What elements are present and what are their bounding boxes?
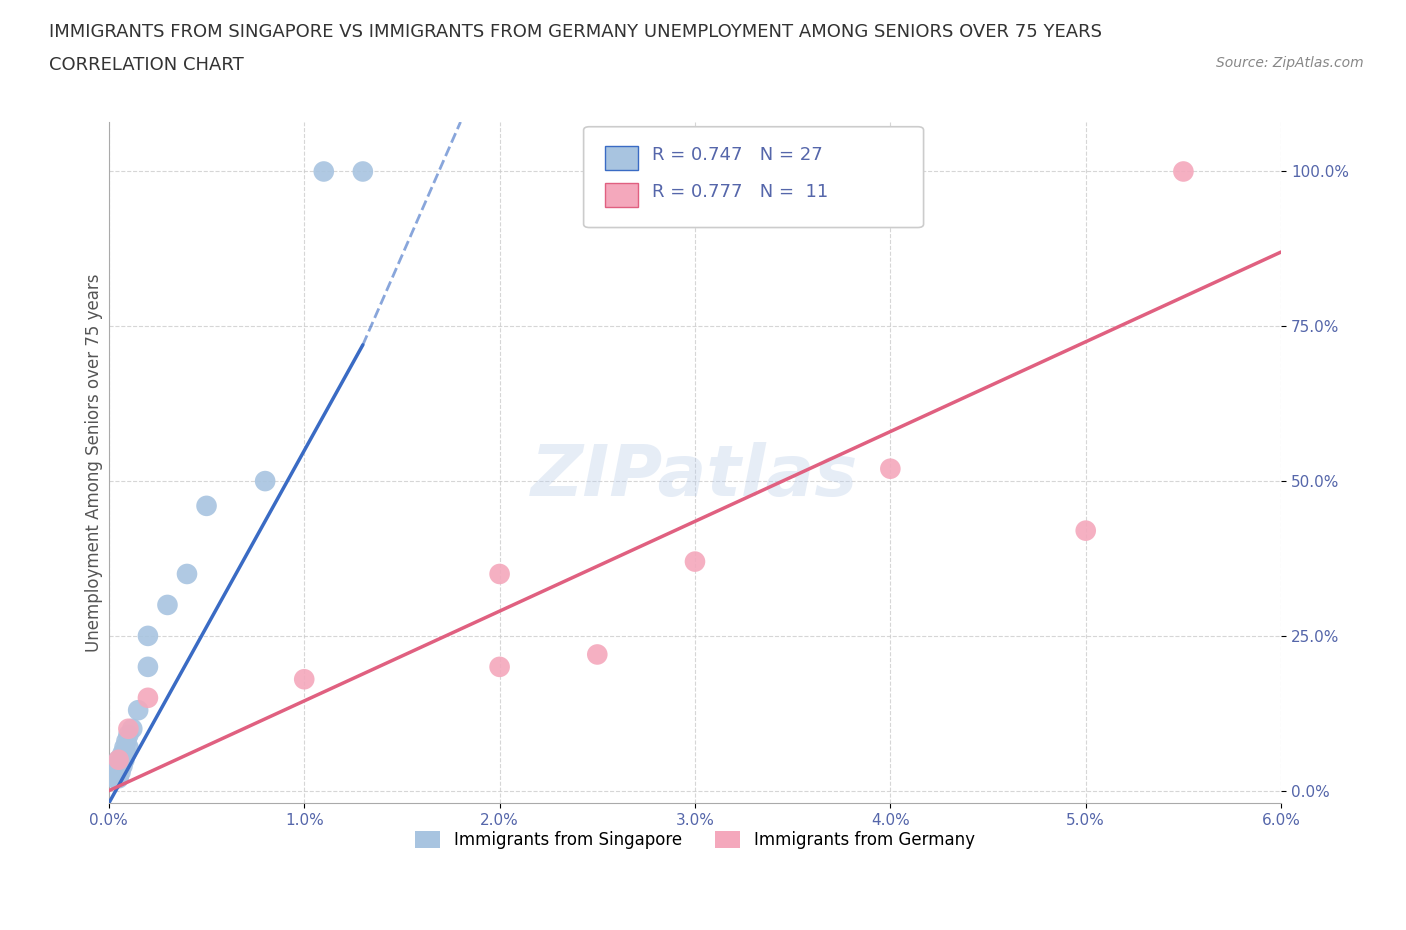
Point xyxy=(114,752,136,767)
Point xyxy=(488,566,510,581)
Point xyxy=(136,659,159,674)
Point xyxy=(105,764,128,779)
Point xyxy=(292,671,315,686)
Point xyxy=(104,771,127,786)
Point xyxy=(107,752,129,767)
Text: Source: ZipAtlas.com: Source: ZipAtlas.com xyxy=(1216,56,1364,70)
Legend: Immigrants from Singapore, Immigrants from Germany: Immigrants from Singapore, Immigrants fr… xyxy=(409,825,981,856)
Point xyxy=(176,566,198,581)
Point xyxy=(110,759,132,774)
Text: R = 0.777   N =  11: R = 0.777 N = 11 xyxy=(651,183,828,201)
Point xyxy=(156,597,179,612)
Point xyxy=(117,727,139,742)
Point xyxy=(1074,524,1097,538)
Point xyxy=(195,498,218,513)
Point xyxy=(254,473,277,488)
Point xyxy=(107,764,129,779)
Point xyxy=(586,647,609,662)
Point xyxy=(117,740,139,755)
Point xyxy=(683,554,706,569)
FancyBboxPatch shape xyxy=(605,146,637,169)
Text: IMMIGRANTS FROM SINGAPORE VS IMMIGRANTS FROM GERMANY UNEMPLOYMENT AMONG SENIORS : IMMIGRANTS FROM SINGAPORE VS IMMIGRANTS … xyxy=(49,23,1102,41)
Text: ZIPatlas: ZIPatlas xyxy=(531,442,859,511)
Point xyxy=(115,746,138,761)
Y-axis label: Unemployment Among Seniors over 75 years: Unemployment Among Seniors over 75 years xyxy=(86,273,103,652)
Point xyxy=(488,659,510,674)
Point xyxy=(121,722,143,737)
Point xyxy=(352,164,374,179)
Point xyxy=(111,746,134,761)
Point xyxy=(115,734,138,749)
Point xyxy=(136,629,159,644)
FancyBboxPatch shape xyxy=(605,183,637,207)
FancyBboxPatch shape xyxy=(583,126,924,228)
Point xyxy=(104,759,127,774)
Point xyxy=(105,771,128,786)
Point xyxy=(111,759,134,774)
Point xyxy=(110,764,132,779)
Point xyxy=(114,740,136,755)
Point xyxy=(312,164,335,179)
Point xyxy=(136,690,159,705)
Text: CORRELATION CHART: CORRELATION CHART xyxy=(49,56,245,73)
Text: R = 0.747   N = 27: R = 0.747 N = 27 xyxy=(651,146,823,164)
Point xyxy=(127,703,149,718)
Point xyxy=(107,771,129,786)
Point xyxy=(1173,164,1195,179)
Point xyxy=(117,722,139,737)
Point xyxy=(107,752,129,767)
Point xyxy=(879,461,901,476)
